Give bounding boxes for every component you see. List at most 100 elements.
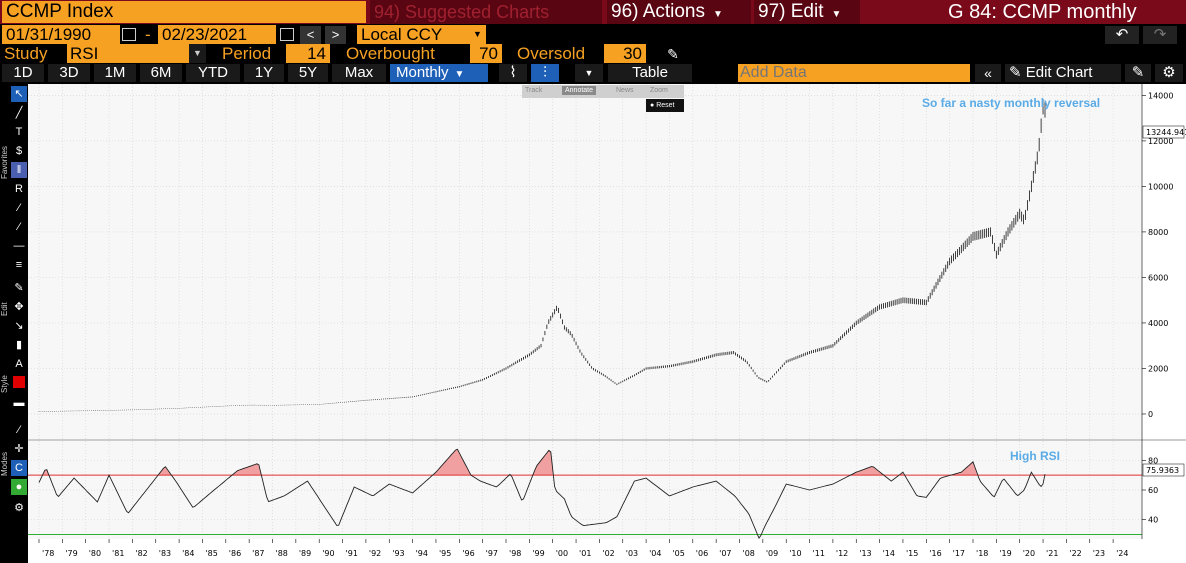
study-label: Study	[4, 44, 48, 63]
oversold-field[interactable]: 30	[604, 44, 646, 63]
calendar-icon[interactable]	[280, 28, 294, 41]
suggested-charts-button[interactable]: 94) Suggested Charts	[370, 0, 602, 24]
overbought-field[interactable]: 70	[470, 44, 502, 63]
period-button-1y[interactable]: 1Y	[244, 64, 284, 82]
reset-button[interactable]: ● Reset	[646, 99, 684, 112]
y-tick-label: 14000	[1148, 91, 1173, 100]
chevron-down-icon: ▼	[713, 9, 723, 20]
actions-menu[interactable]: 96) Actions ▼	[607, 0, 751, 24]
x-tick-label: '05	[672, 549, 684, 558]
x-tick-label: '98	[509, 549, 521, 558]
rsi-fill-region	[233, 463, 261, 476]
line-tool-icon[interactable]: ⁄	[18, 221, 20, 233]
study-select[interactable]: RSI	[67, 44, 189, 63]
period-button-ytd[interactable]: YTD	[186, 64, 240, 82]
x-axis: '78 '79 '80 '81 '82 '83 '84 '85 '86 '87 '88 '89 '90 '…	[38, 539, 1128, 558]
select-icon[interactable]: ↘	[14, 320, 24, 332]
x-tick-label: '16	[929, 549, 941, 558]
period-button-1m[interactable]: 1M	[94, 64, 136, 82]
text-style-icon[interactable]: A	[15, 358, 23, 370]
chevron-down-icon: ▼	[454, 69, 465, 80]
move-icon[interactable]: ✥	[14, 301, 24, 313]
start-date-field[interactable]: 01/31/1990	[2, 25, 120, 44]
collapse-icon[interactable]: «	[975, 64, 1001, 82]
annotate-button[interactable]: Annotate	[562, 86, 597, 95]
channel-icon[interactable]: ≡	[15, 259, 23, 271]
x-tick-label: '81	[112, 549, 124, 558]
chevron-down-icon[interactable]: ▼	[469, 25, 486, 44]
palette-icon[interactable]: ●	[11, 479, 27, 495]
line-style-icon[interactable]: ▬	[13, 397, 25, 409]
y-tick-label: 8000	[1148, 228, 1168, 237]
favorites-label: Favorites	[0, 146, 9, 180]
chevron-down-icon[interactable]: ▼	[575, 64, 603, 82]
rsi-tool-icon[interactable]: R	[15, 183, 23, 195]
calendar-icon[interactable]	[122, 28, 136, 41]
settings-edit-icon[interactable]: ✎	[1125, 64, 1151, 82]
pencil-icon[interactable]: ✎	[667, 46, 679, 62]
price-series	[38, 99, 1046, 412]
next-arrow-icon[interactable]: >	[325, 26, 346, 44]
period-button-3d[interactable]: 3D	[48, 64, 90, 82]
fib-icon[interactable]: ‖	[11, 162, 27, 178]
actions-label: 96) Actions	[611, 1, 705, 22]
brush-icon[interactable]: ⁄	[18, 202, 20, 214]
period-button-1d[interactable]: 1D	[2, 64, 44, 82]
x-tick-label: '01	[579, 549, 591, 558]
bar-chart-icon[interactable]: ⫶	[531, 64, 559, 82]
trendline-icon[interactable]: ╱	[15, 107, 23, 119]
x-tick-label: '08	[743, 549, 755, 558]
zoom-button[interactable]: Zoom	[650, 87, 668, 94]
edit-section-label: Edit	[0, 302, 9, 316]
color-swatch-icon[interactable]	[13, 376, 25, 388]
add-data-input[interactable]	[738, 64, 970, 82]
rsi-annotation: High RSI	[1010, 449, 1060, 463]
undo-icon[interactable]: ↶	[1105, 26, 1139, 44]
y-tick-label: 4000	[1148, 319, 1168, 328]
security-field[interactable]: CCMP Index	[2, 1, 366, 23]
text-tool-icon[interactable]: T	[15, 126, 23, 138]
period-field[interactable]: 14	[286, 44, 330, 63]
prev-arrow-icon[interactable]: <	[300, 26, 321, 44]
edit-menu[interactable]: 97) Edit ▼	[754, 0, 860, 24]
x-tick-label: '13	[859, 549, 871, 558]
chart-area[interactable]: 0 2000 4000 6000 8000 10000 12000 14000 40 60 80 '…	[28, 84, 1186, 563]
x-tick-label: '03	[626, 549, 638, 558]
rsi-fill-region	[951, 461, 977, 476]
gear-icon[interactable]: ⚙	[14, 502, 24, 514]
trash-icon[interactable]: ▮	[15, 339, 23, 351]
period-button-5y[interactable]: 5Y	[288, 64, 328, 82]
track-button[interactable]: Track	[525, 87, 543, 94]
currency-select[interactable]: Local CCY	[357, 25, 469, 44]
frequency-select[interactable]: Monthly ▼	[390, 64, 488, 82]
reset-icon: ●	[650, 102, 657, 109]
cursor-icon[interactable]: ↖	[11, 86, 27, 102]
period-label: Period	[222, 44, 272, 63]
y-tick-label: 10000	[1148, 182, 1173, 191]
rsi-panel	[28, 441, 1142, 539]
chart-title: G 84: CCMP monthly	[948, 1, 1137, 23]
x-tick-label: '90	[322, 549, 334, 558]
line-chart-icon[interactable]: ⌇	[499, 64, 527, 82]
rsi-fill-region	[434, 449, 471, 476]
x-tick-label: '89	[299, 549, 311, 558]
news-button[interactable]: News	[616, 87, 634, 94]
period-button-max[interactable]: Max	[332, 64, 386, 82]
price-last-value: 13244.941	[1146, 128, 1186, 137]
edit-chart-button[interactable]: ✎ Edit Chart	[1005, 64, 1121, 82]
x-tick-label: '99	[532, 549, 544, 558]
chevron-down-icon[interactable]: ▼	[189, 44, 206, 63]
rsi-overbought-fill	[42, 449, 977, 476]
period-button-6m[interactable]: 6M	[140, 64, 182, 82]
redo-icon[interactable]: ↷	[1143, 26, 1177, 44]
table-button[interactable]: Table	[608, 64, 692, 82]
pencil-icon[interactable]: ⁄	[18, 424, 20, 436]
end-date-field[interactable]: 02/23/2021	[158, 25, 276, 44]
pen-icon[interactable]: ✎	[14, 282, 24, 294]
horizontal-line-icon[interactable]: —	[13, 240, 25, 252]
refresh-icon[interactable]: C	[11, 460, 27, 476]
x-tick-label: '22	[1069, 549, 1081, 558]
crosshair-icon[interactable]: ✛	[14, 443, 24, 455]
price-tool-icon[interactable]: $	[15, 145, 23, 157]
gear-icon[interactable]: ⚙	[1155, 64, 1183, 82]
